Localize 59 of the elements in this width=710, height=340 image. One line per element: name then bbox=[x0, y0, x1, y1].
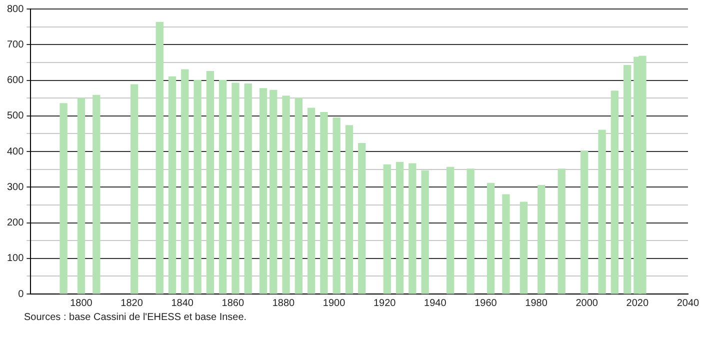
bar bbox=[520, 202, 528, 294]
x-tick-label: 1820 bbox=[120, 298, 144, 309]
bar bbox=[77, 98, 86, 294]
bar bbox=[232, 82, 240, 294]
bar bbox=[345, 125, 354, 294]
bar bbox=[60, 103, 68, 294]
y-tick-label: 800 bbox=[6, 4, 24, 15]
bar bbox=[270, 90, 278, 294]
bar bbox=[408, 163, 416, 294]
bar bbox=[320, 112, 328, 294]
x-tick-label: 2020 bbox=[626, 298, 649, 309]
y-tick-label: 600 bbox=[6, 75, 24, 86]
y-tick-label: 300 bbox=[6, 182, 24, 193]
x-tick-label: 1940 bbox=[424, 298, 447, 309]
bar bbox=[558, 168, 566, 294]
bar bbox=[156, 22, 164, 294]
bar bbox=[332, 117, 340, 294]
x-tick-label: 2000 bbox=[576, 298, 598, 309]
bar bbox=[623, 64, 632, 294]
bar bbox=[421, 170, 429, 294]
y-tick-label: 700 bbox=[6, 39, 24, 50]
bar bbox=[538, 185, 546, 294]
bar bbox=[244, 83, 252, 294]
x-tick-label: 1880 bbox=[272, 298, 296, 309]
bar bbox=[358, 142, 366, 294]
bar bbox=[502, 194, 510, 294]
y-tick-label: 500 bbox=[6, 110, 24, 122]
bar bbox=[259, 88, 268, 294]
bar bbox=[194, 80, 202, 294]
bar bbox=[598, 130, 606, 294]
x-tick-label: 1960 bbox=[474, 298, 498, 309]
bar bbox=[206, 71, 214, 294]
bar bbox=[218, 80, 227, 294]
y-tick-label: 100 bbox=[6, 253, 24, 264]
bar bbox=[92, 94, 100, 294]
bar bbox=[307, 108, 316, 294]
y-tick-label: 400 bbox=[6, 146, 24, 158]
y-tick-label: 0 bbox=[18, 288, 24, 300]
x-tick-label: 1980 bbox=[525, 298, 548, 309]
bar bbox=[610, 90, 619, 294]
bar bbox=[181, 69, 189, 294]
bar bbox=[446, 166, 454, 294]
x-tick-label: 1920 bbox=[374, 298, 396, 309]
bar bbox=[383, 164, 391, 294]
x-tick-label: 1840 bbox=[171, 298, 194, 309]
x-tick-label: 1800 bbox=[70, 298, 93, 309]
bar bbox=[282, 96, 290, 294]
bar bbox=[294, 98, 302, 294]
bar bbox=[396, 162, 404, 294]
x-tick-label: 1900 bbox=[322, 298, 346, 309]
bar bbox=[130, 84, 138, 294]
x-tick-label: 2040 bbox=[676, 298, 700, 309]
bar bbox=[580, 150, 588, 294]
y-tick-label: 200 bbox=[6, 218, 24, 228]
bar bbox=[168, 76, 176, 294]
source-note: Sources : base Cassini de l'EHESS et base Insee. bbox=[24, 312, 248, 323]
bar bbox=[486, 182, 495, 294]
x-tick-label: 1860 bbox=[222, 298, 244, 309]
bar bbox=[466, 168, 474, 294]
